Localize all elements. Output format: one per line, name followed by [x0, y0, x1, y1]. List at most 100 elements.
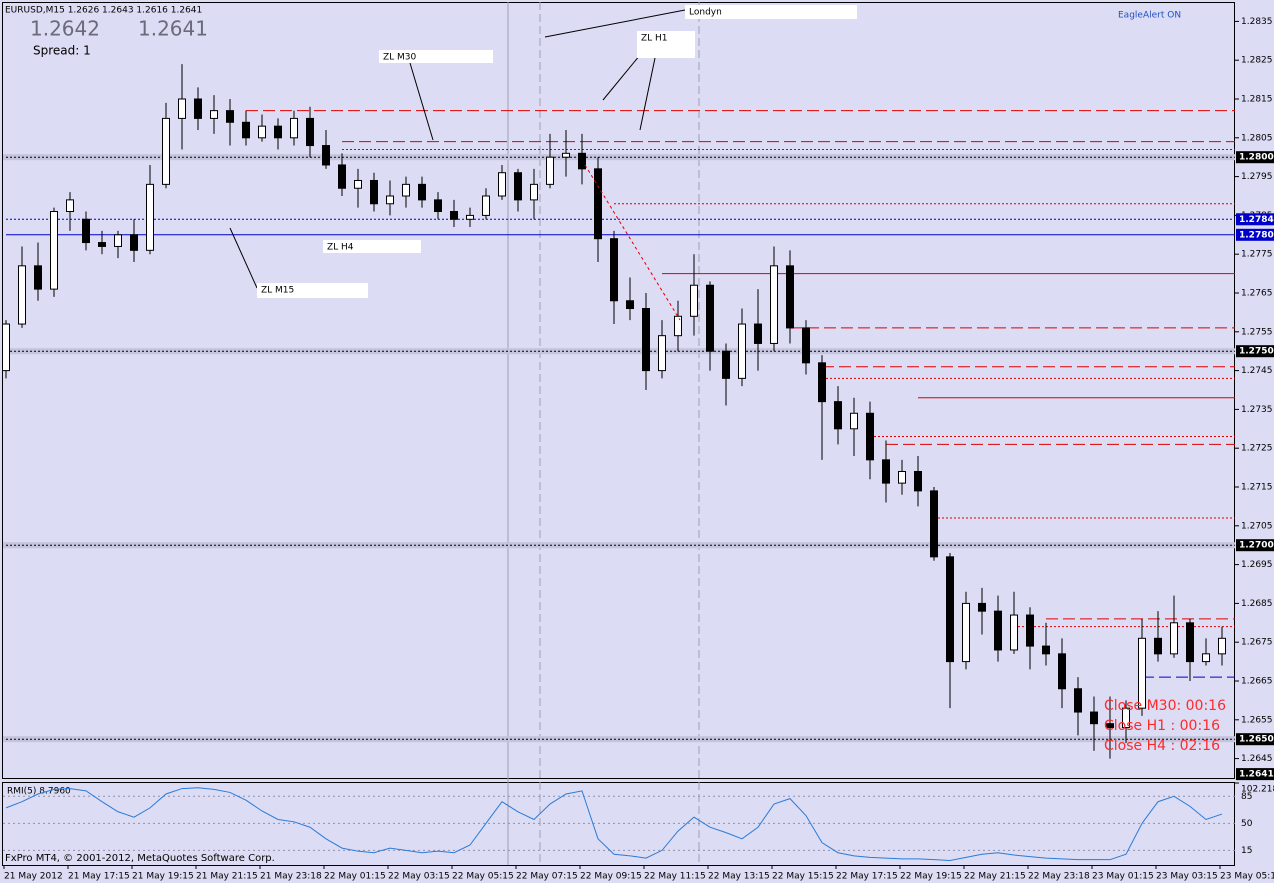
price-marker: [1236, 345, 1274, 358]
bear-body: [1106, 723, 1114, 729]
price-marker: [1236, 768, 1274, 781]
x-tick-label: 22 May 13:15: [708, 872, 770, 882]
bull-body: [898, 470, 906, 484]
bear-body: [946, 556, 954, 663]
symbol-line: EURUSD,M15 1.2626 1.2643 1.2616 1.2641: [5, 6, 202, 16]
bull-body: [2, 323, 10, 372]
y-tick-label: 1.2645: [1241, 754, 1273, 764]
bear-body: [1090, 711, 1098, 725]
bid: 1.2642: [30, 17, 100, 41]
y-tick-label: 85: [1241, 792, 1252, 802]
annotation: ZL H4: [327, 243, 354, 253]
annotation: ZL M15: [261, 286, 294, 296]
bull-body: [770, 265, 778, 344]
x-tick-label: 22 May 01:15: [324, 872, 386, 882]
x-tick-label: 22 May 07:15: [516, 872, 578, 882]
bull-body: [690, 284, 698, 317]
bear-body: [370, 179, 378, 205]
y-tick-label: 1.2835: [1241, 17, 1273, 27]
price-marker-label: 1.2641: [1239, 770, 1274, 780]
bull-body: [178, 98, 186, 119]
bull-body: [162, 117, 170, 185]
alert-status: EagleAlert ON: [1118, 11, 1181, 21]
main-pane: [2, 2, 1235, 779]
bear-body: [306, 117, 314, 147]
bear-body: [1058, 653, 1066, 690]
levels: [3, 110, 1235, 743]
bear-body: [322, 145, 330, 166]
pointer-line: [639, 57, 656, 131]
bull-body: [498, 172, 506, 197]
y-tick-label: 15: [1241, 846, 1252, 856]
bear-body: [754, 323, 762, 344]
bear-body: [978, 602, 986, 612]
bull-body: [1170, 622, 1178, 655]
bull-body: [530, 183, 538, 201]
label-box: [323, 240, 421, 253]
countdown: Close H1 : 00:16: [1104, 718, 1220, 734]
x-tick-label: 22 May 03:15: [388, 872, 450, 882]
price-marker-label: 1.2784: [1239, 215, 1274, 225]
x-tick-label: 22 May 09:15: [580, 872, 642, 882]
bull-body: [1010, 614, 1018, 651]
bull-body: [258, 125, 266, 139]
bull-body: [114, 234, 122, 247]
label-box: [637, 31, 695, 58]
y-tick-label: 1.2795: [1241, 172, 1273, 182]
bull-body: [66, 199, 74, 213]
x-tick-label: 21 May 21:15: [196, 872, 258, 882]
annotation: Londyn: [689, 8, 722, 18]
bear-body: [786, 265, 794, 329]
bear-body: [626, 300, 634, 310]
pointer-line: [229, 227, 258, 289]
y-tick-label: 1.2675: [1241, 638, 1273, 648]
annotation: ZL M30: [383, 53, 417, 63]
y-tick-label: 1.2825: [1241, 56, 1273, 66]
x-tick-label: 23 May 01:15: [1092, 872, 1154, 882]
bear-body: [722, 350, 730, 379]
bear-body: [450, 211, 458, 220]
price-marker-label: 1.2750: [1239, 347, 1274, 357]
bull-body: [1202, 653, 1210, 663]
price-marker-label: 1.2650: [1239, 735, 1274, 745]
price-marker-label: 1.2700: [1239, 541, 1274, 551]
bear-body: [98, 242, 106, 247]
y-tick-label: 1.2765: [1241, 289, 1273, 299]
x-tick-label: 21 May 23:18: [260, 872, 322, 882]
label-box: [685, 5, 857, 19]
bear-body: [1042, 645, 1050, 655]
y-tick-label: 1.2705: [1241, 521, 1273, 531]
y-tick-label: 1.2745: [1241, 366, 1273, 376]
candles: [2, 64, 1226, 759]
bear-body: [706, 284, 714, 352]
countdown: Close M30: 00:16: [1104, 698, 1226, 714]
bear-body: [1026, 614, 1034, 647]
bull-body: [674, 315, 682, 337]
x-tick-label: 21 May 19:15: [132, 872, 194, 882]
indicator-line: [5, 787, 1223, 861]
bull-body: [290, 117, 298, 139]
bear-body: [226, 110, 234, 123]
price-marker: [1236, 733, 1274, 746]
y-tick-label: 1.2695: [1241, 560, 1273, 570]
bull-body: [1218, 637, 1226, 655]
y-tick-label: 1.2655: [1241, 715, 1273, 725]
indicator-title: RMI(5) 8.7960: [7, 787, 71, 797]
bear-body: [418, 183, 426, 201]
countdown: Close H4 : 02:16: [1104, 738, 1220, 754]
y-tick-label: 102.218: [1241, 785, 1274, 795]
spread: Spread: 1: [33, 44, 91, 58]
pointer-line: [409, 62, 434, 141]
x-tick-label: 22 May 23:18: [1028, 872, 1090, 882]
bear-body: [82, 218, 90, 244]
bear-body: [578, 152, 586, 170]
y-tick-label: 1.2725: [1241, 444, 1273, 454]
bear-body: [1074, 688, 1082, 713]
bull-body: [386, 195, 394, 205]
pointer-line: [544, 9, 686, 38]
bull-body: [658, 335, 666, 372]
bear-body: [818, 362, 826, 403]
bull-body: [50, 211, 58, 290]
